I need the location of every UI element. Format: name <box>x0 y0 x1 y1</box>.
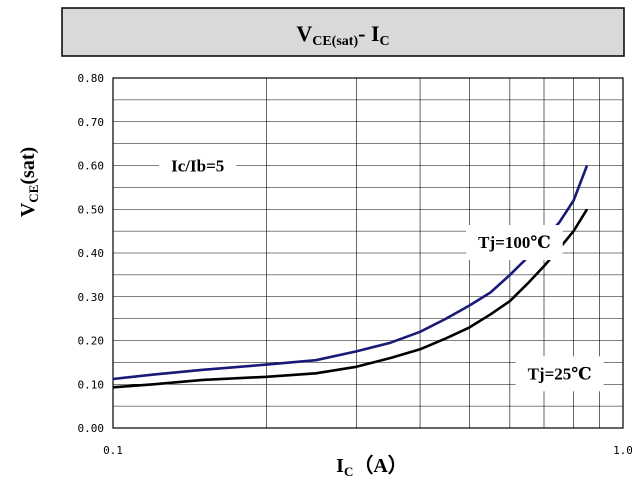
annotation-text: Tj=25℃ <box>528 364 592 383</box>
annotation-text: Tj=100℃ <box>478 233 551 252</box>
xlabel-main: I <box>336 455 344 477</box>
ylabel-sub: CE <box>26 185 41 203</box>
grid <box>113 78 623 428</box>
xlabel-rest: （A） <box>353 454 407 477</box>
y-tick-label: 0.40 <box>78 247 105 260</box>
annotation-box <box>466 225 563 261</box>
title-dash: - <box>358 21 371 46</box>
annotation-1: Tj=100℃ <box>466 225 563 261</box>
x-tick-label: 0.1 <box>103 444 123 457</box>
ylabel-main: V <box>17 202 39 217</box>
y-tick-label: 0.00 <box>78 422 105 435</box>
y-tick-label: 0.80 <box>78 72 105 85</box>
title-main2: I <box>371 21 380 46</box>
title-banner <box>61 7 625 57</box>
annotation-box <box>159 148 237 184</box>
y-axis-label: VCE(sat) <box>17 147 41 217</box>
y-tick-label: 0.70 <box>78 116 105 129</box>
x-axis-label: IC（A） <box>336 454 408 479</box>
annotation-2: Tj=25℃ <box>515 356 604 392</box>
y-tick-label: 0.20 <box>78 335 105 348</box>
y-tick-label: 0.60 <box>78 160 105 173</box>
title-sub: CE(sat) <box>312 34 358 49</box>
x-tick-label: 1.0 <box>613 444 632 457</box>
xlabel-sub: C <box>344 464 353 479</box>
y-tick-label: 0.10 <box>78 378 105 391</box>
ylabel-rest: (sat) <box>17 147 39 185</box>
annotations: Ic/Ib=5 Tj=100℃ Tj=25℃ <box>159 148 604 392</box>
annotation-text: Ic/Ib=5 <box>171 157 224 176</box>
y-tick-label: 0.50 <box>78 203 105 216</box>
x-tick-labels: 0.1 1.0 <box>103 444 632 457</box>
annotation-0: Ic/Ib=5 <box>159 148 237 184</box>
chart-title: VCE(sat)- IC <box>296 21 389 49</box>
title-main: V <box>296 21 312 46</box>
annotation-box <box>515 356 604 392</box>
title-sub2: C <box>380 34 390 49</box>
y-tick-labels: 0.00 0.10 0.20 0.30 0.40 0.50 0.60 0.70 0.80 <box>78 72 105 435</box>
series-line-1 <box>112 208 589 389</box>
y-tick-label: 0.30 <box>78 291 105 304</box>
